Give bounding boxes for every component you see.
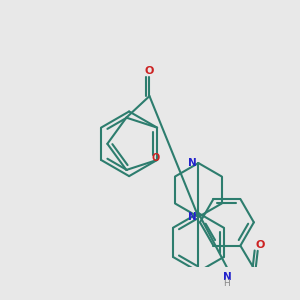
Text: O: O <box>145 66 154 76</box>
Text: N: N <box>223 272 231 282</box>
Text: N: N <box>188 212 197 222</box>
Text: O: O <box>255 240 265 250</box>
Text: N: N <box>188 158 197 168</box>
Text: O: O <box>152 153 160 163</box>
Text: H: H <box>224 279 230 288</box>
